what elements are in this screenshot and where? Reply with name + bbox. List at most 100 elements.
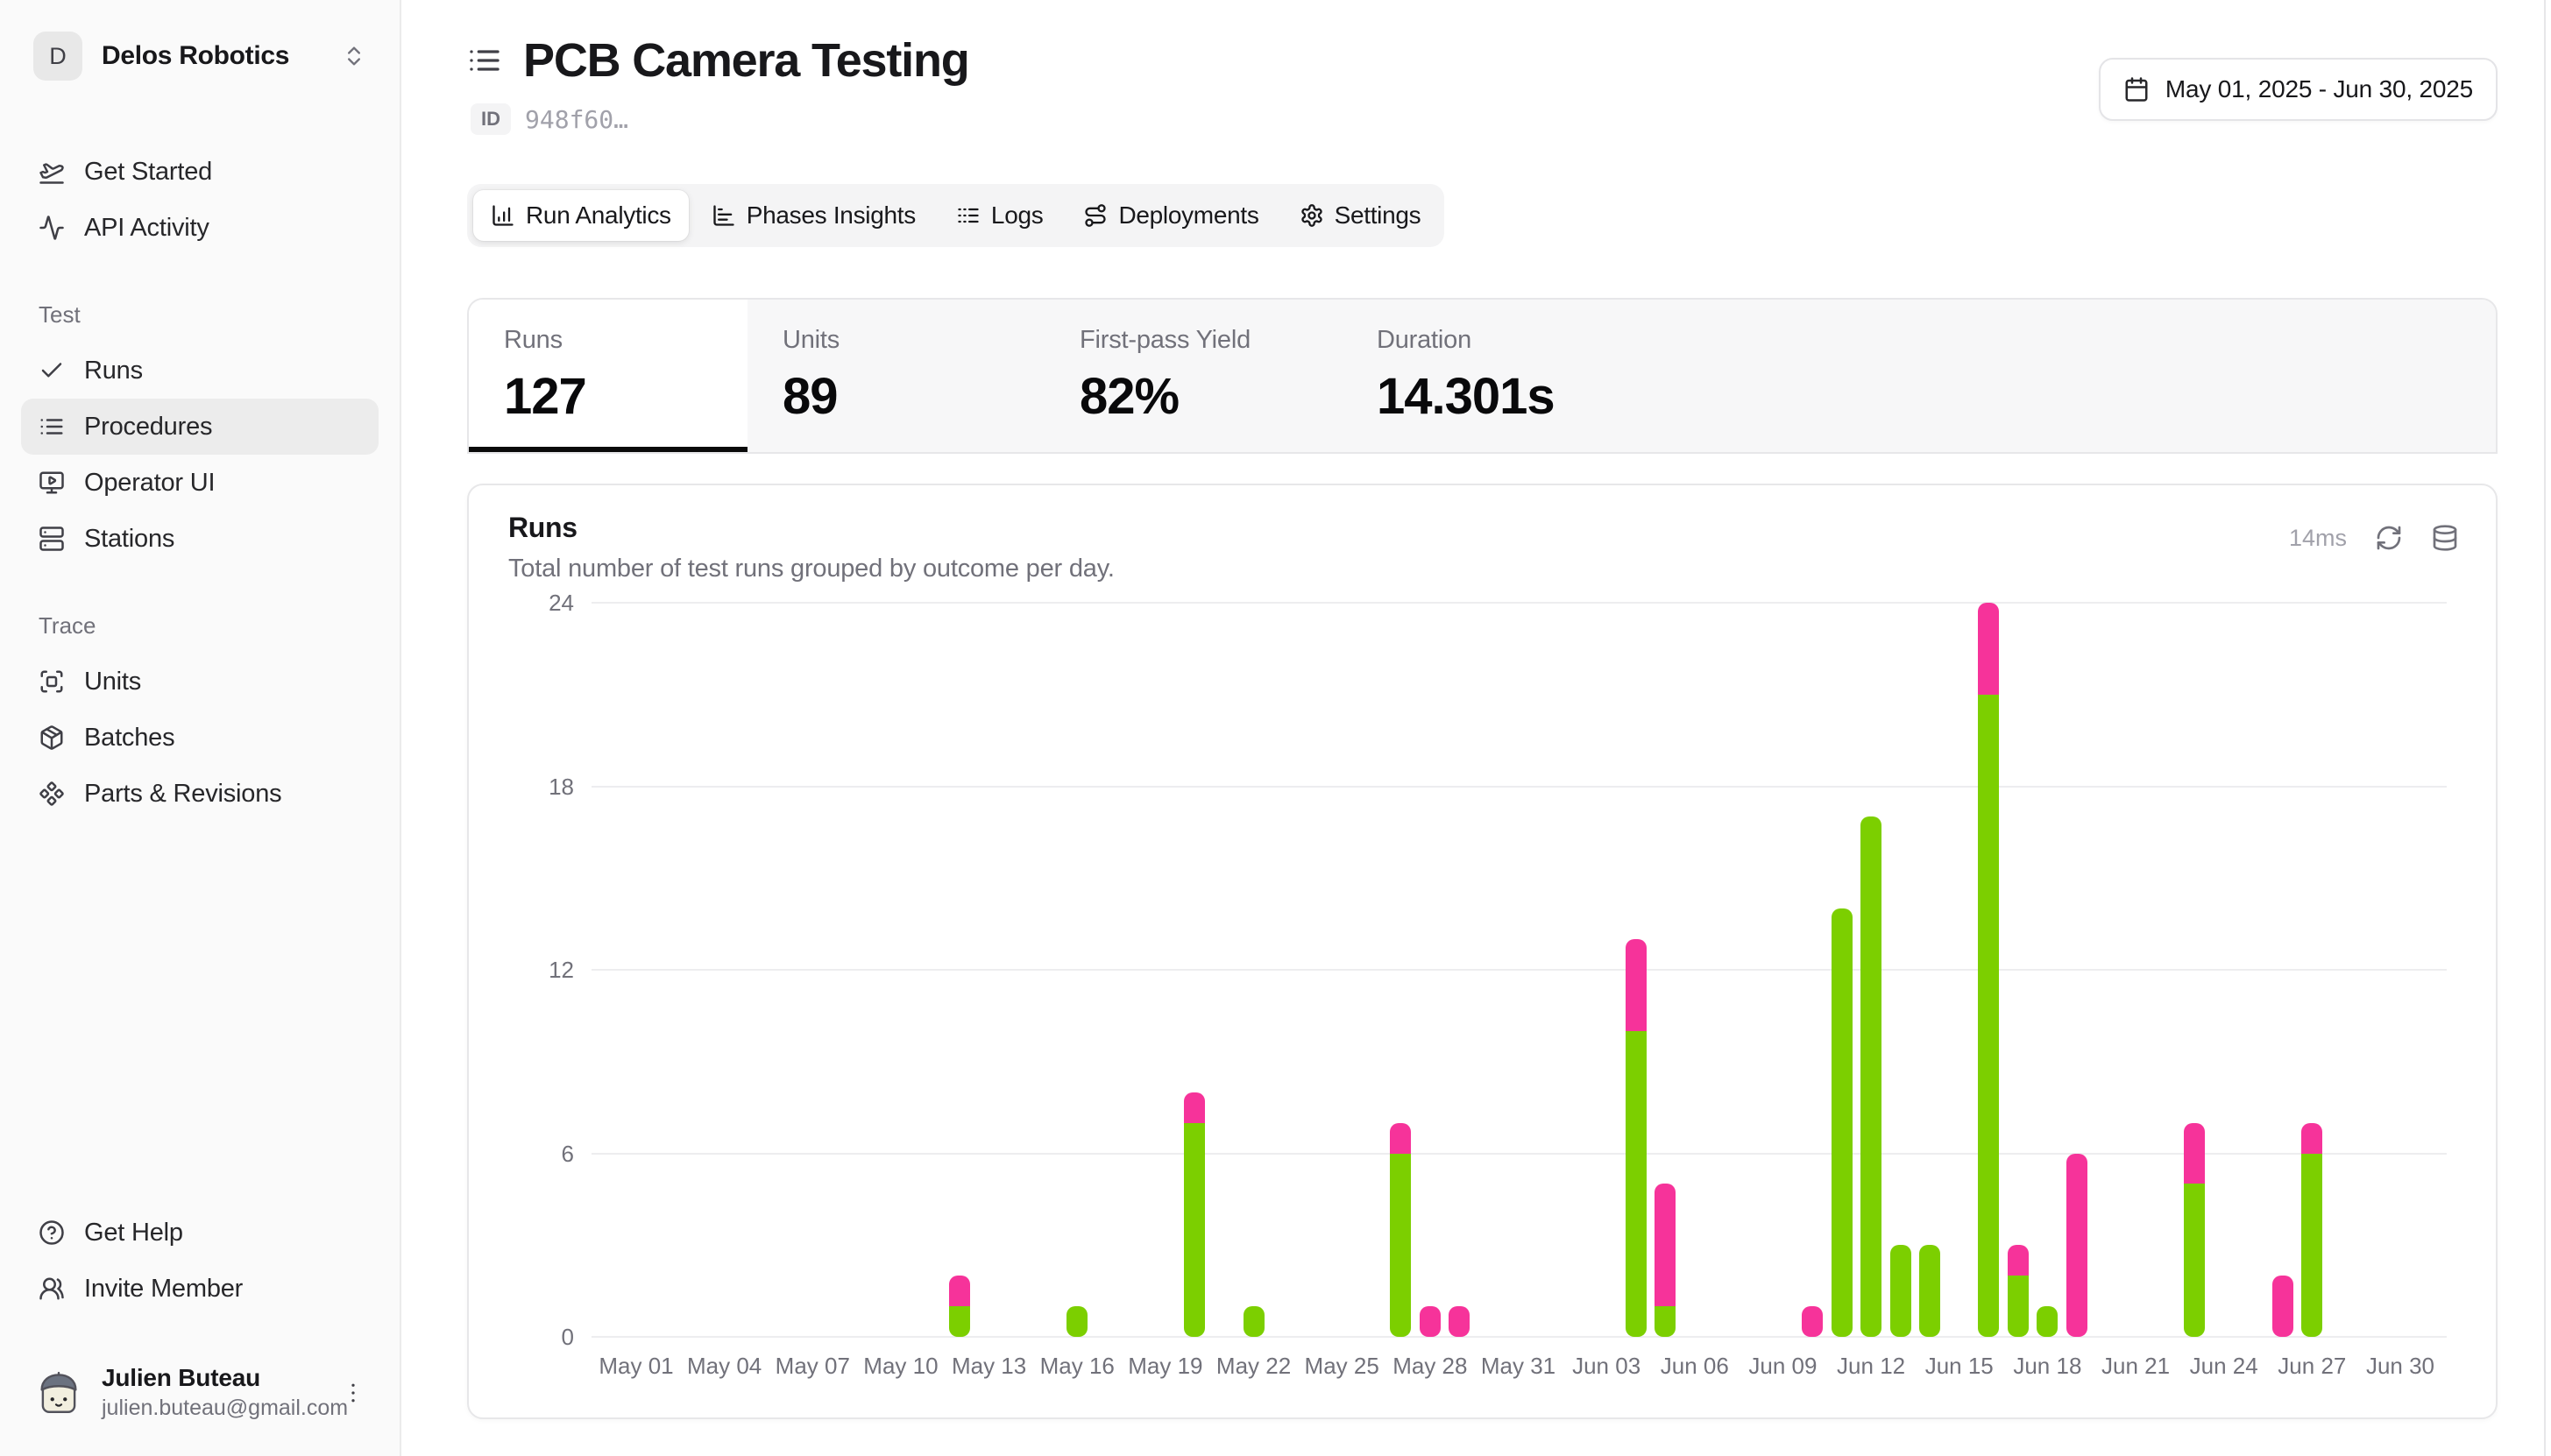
x-axis-label-jun-18: Jun 18 xyxy=(2013,1353,2082,1379)
stats-filler xyxy=(1639,300,2496,452)
sidebar-item-units[interactable]: Units xyxy=(21,654,379,710)
bar-jun-10[interactable] xyxy=(1802,1306,1823,1337)
x-axis-label-may-04: May 04 xyxy=(687,1353,762,1379)
bar-may-22[interactable] xyxy=(1243,1306,1265,1337)
bar-segment-pass xyxy=(1978,694,2000,1337)
stat-value: 14.301s xyxy=(1377,368,1555,425)
sidebar-item-procedures[interactable]: Procedures xyxy=(21,399,379,455)
sidebar-item-label: Batches xyxy=(84,723,175,752)
bar-segment-fail xyxy=(1419,1306,1441,1337)
bar-jun-23[interactable] xyxy=(2184,1122,2206,1337)
sidebar-item-invite-member[interactable]: Invite Member xyxy=(21,1261,379,1317)
procedure-list-icon xyxy=(467,43,502,78)
sidebar-item-get-help[interactable]: Get Help xyxy=(21,1205,379,1261)
ellipsis-vertical-icon[interactable] xyxy=(340,1380,366,1406)
org-switcher[interactable]: D Delos Robotics xyxy=(21,25,379,88)
route-icon xyxy=(1083,203,1108,228)
user-meta: Julien Buteau julien.buteau@gmail.com xyxy=(102,1364,348,1421)
sidebar-item-label: Runs xyxy=(84,356,143,385)
sidebar-item-get-started[interactable]: Get Started xyxy=(21,144,379,200)
monitor-play-icon xyxy=(39,470,65,496)
stat-units[interactable]: Units 89 xyxy=(748,300,1045,452)
tab-label: Run Analytics xyxy=(526,201,671,229)
bar-segment-fail xyxy=(1390,1122,1412,1154)
sidebar-item-operator-ui[interactable]: Operator UI xyxy=(21,455,379,511)
bar-jun-05[interactable] xyxy=(1655,1184,1676,1337)
tab-deployments[interactable]: Deployments xyxy=(1066,190,1276,241)
x-axis-label-may-10: May 10 xyxy=(863,1353,939,1379)
bar-may-16[interactable] xyxy=(1066,1306,1088,1337)
tab-settings[interactable]: Settings xyxy=(1282,190,1439,241)
bar-jun-17[interactable] xyxy=(2007,1245,2029,1337)
stat-label: Runs xyxy=(504,326,563,354)
bar-segment-fail xyxy=(2301,1122,2323,1154)
sidebar-item-api-activity[interactable]: API Activity xyxy=(21,200,379,256)
gridline-y-0 xyxy=(592,1336,2447,1338)
bar-segment-pass xyxy=(949,1306,971,1337)
bar-jun-19[interactable] xyxy=(2066,1153,2087,1337)
sidebar-item-parts-revisions[interactable]: Parts & Revisions xyxy=(21,766,379,822)
x-axis-label-jun-12: Jun 12 xyxy=(1837,1353,1906,1379)
stat-label: Units xyxy=(783,326,840,354)
chart-column-icon xyxy=(491,203,515,228)
stats-card: Runs 127 Units 89 First-pass Yield 82% D… xyxy=(467,298,2498,454)
bar-jun-18[interactable] xyxy=(2037,1306,2059,1337)
bar-jun-11[interactable] xyxy=(1831,908,1853,1337)
bar-segment-fail xyxy=(1625,939,1647,1031)
sidebar-item-runs[interactable]: Runs xyxy=(21,343,379,399)
x-axis-label-may-13: May 13 xyxy=(951,1353,1027,1379)
bar-may-20[interactable] xyxy=(1184,1092,1206,1337)
bar-jun-16[interactable] xyxy=(1978,603,2000,1337)
bar-jun-26[interactable] xyxy=(2271,1276,2293,1337)
bar-segment-pass xyxy=(1831,908,1853,1337)
sidebar-item-stations[interactable]: Stations xyxy=(21,511,379,567)
org-avatar: D xyxy=(33,32,82,81)
x-axis-label-may-16: May 16 xyxy=(1039,1353,1115,1379)
bar-segment-pass xyxy=(2007,1276,2029,1337)
chevrons-up-down-icon xyxy=(342,44,366,68)
x-axis-label-jun-15: Jun 15 xyxy=(1924,1353,1994,1379)
date-range-label: May 01, 2025 - Jun 30, 2025 xyxy=(2165,75,2473,102)
x-axis-label-may-31: May 31 xyxy=(1480,1353,1556,1379)
x-axis-label-may-19: May 19 xyxy=(1128,1353,1203,1379)
tab-run-analytics[interactable]: Run Analytics xyxy=(473,190,689,241)
stat-duration[interactable]: Duration 14.301s xyxy=(1342,300,1639,452)
scrollbar-track[interactable] xyxy=(2544,0,2546,1456)
bar-may-27[interactable] xyxy=(1390,1122,1412,1337)
database-icon[interactable] xyxy=(2431,524,2459,552)
bar-segment-fail xyxy=(2066,1153,2087,1337)
stat-label: Duration xyxy=(1377,326,1472,354)
bar-may-28[interactable] xyxy=(1419,1306,1441,1337)
bar-segment-pass xyxy=(2037,1306,2059,1337)
user-menu[interactable]: Julien Buteau julien.buteau@gmail.com xyxy=(21,1355,379,1430)
y-axis-label-24: 24 xyxy=(549,590,574,616)
bar-jun-04[interactable] xyxy=(1625,939,1647,1337)
bar-jun-12[interactable] xyxy=(1860,816,1882,1337)
tab-logs[interactable]: Logs xyxy=(939,190,1061,241)
sidebar-item-batches[interactable]: Batches xyxy=(21,710,379,766)
x-axis-label-jun-30: Jun 30 xyxy=(2365,1353,2435,1379)
bar-jun-14[interactable] xyxy=(1919,1245,1941,1337)
bar-may-12[interactable] xyxy=(949,1276,971,1337)
bar-segment-fail xyxy=(1449,1306,1470,1337)
sidebar-item-label: Stations xyxy=(84,524,175,553)
sidebar-item-label: Invite Member xyxy=(84,1274,244,1303)
tab-phases-insights[interactable]: Phases Insights xyxy=(694,190,933,241)
sidebar-item-label: Get Help xyxy=(84,1218,183,1247)
runs-bar-chart: 0 6 12 18 24 May 01 May 04 May 07 May 10 May 13 Ma… xyxy=(549,590,2447,1379)
logs-icon xyxy=(956,203,981,228)
date-range-button[interactable]: May 01, 2025 - Jun 30, 2025 xyxy=(2098,58,2498,121)
bar-segment-pass xyxy=(1919,1245,1941,1337)
bar-jun-27[interactable] xyxy=(2301,1122,2323,1337)
bar-jun-13[interactable] xyxy=(1889,1245,1911,1337)
stat-runs[interactable]: Runs 127 xyxy=(469,300,748,452)
sidebar-item-label: Get Started xyxy=(84,157,213,186)
refresh-icon[interactable] xyxy=(2375,524,2403,552)
bar-may-29[interactable] xyxy=(1449,1306,1470,1337)
runs-chart-card: Runs Total number of test runs grouped b… xyxy=(467,484,2498,1419)
id-badge: ID xyxy=(471,103,511,135)
x-axis-label-may-07: May 07 xyxy=(775,1353,850,1379)
list-icon xyxy=(39,413,65,440)
stat-first-pass-yield[interactable]: First-pass Yield 82% xyxy=(1045,300,1342,452)
procedure-id: ID 948f60… xyxy=(471,103,969,135)
